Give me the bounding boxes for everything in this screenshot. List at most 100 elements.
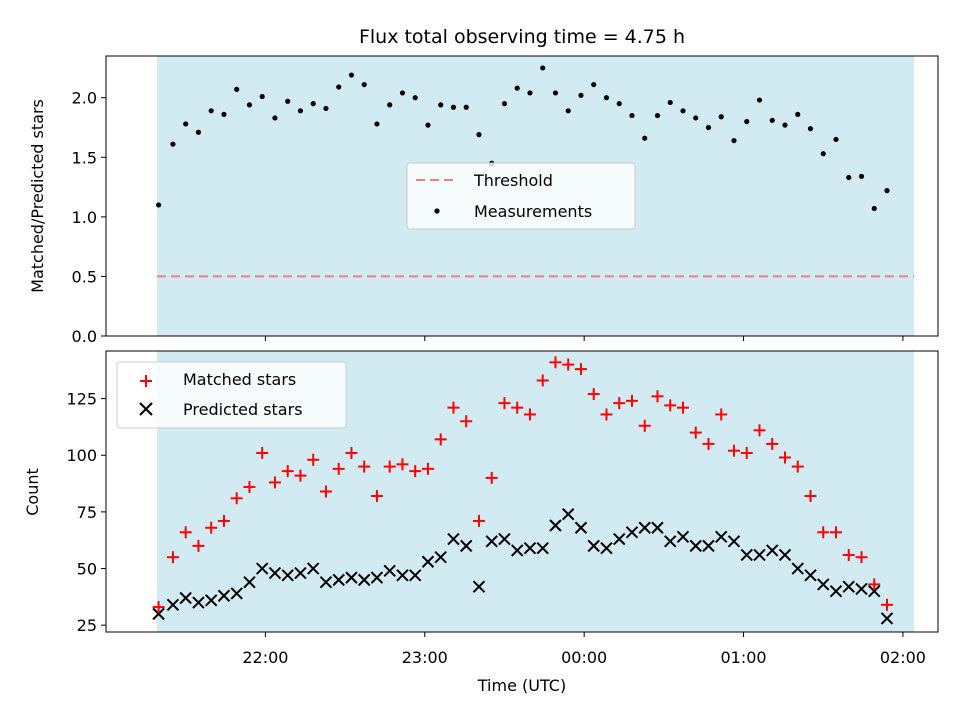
predicted-star-point bbox=[306, 562, 320, 575]
measurement-point bbox=[463, 104, 469, 110]
predicted-star-point bbox=[421, 555, 435, 568]
matched-star-point bbox=[370, 490, 383, 503]
measurement-point bbox=[412, 95, 418, 101]
predicted-star-point bbox=[715, 530, 728, 544]
predicted-star-point bbox=[740, 548, 753, 562]
x-tick-label: 01:00 bbox=[720, 648, 766, 667]
matched-star-point bbox=[421, 462, 434, 475]
bottom-y-tick-label: 125 bbox=[66, 390, 97, 409]
predicted-star-point bbox=[817, 578, 830, 591]
measurement-point bbox=[155, 202, 162, 208]
predicted-star-point bbox=[664, 535, 677, 548]
predicted-star-point bbox=[255, 562, 269, 575]
matched-star-point bbox=[574, 363, 587, 376]
measurement-point bbox=[259, 93, 265, 100]
predicted-star-point bbox=[638, 521, 651, 534]
matched-star-point bbox=[549, 356, 562, 369]
top-axes-frame bbox=[105, 55, 939, 337]
measurement-point bbox=[246, 102, 253, 108]
measurement-point bbox=[833, 136, 839, 143]
x-tick-label: 23:00 bbox=[402, 648, 448, 667]
matched-star-point bbox=[447, 401, 460, 414]
matched-star-point bbox=[613, 397, 626, 410]
x-tick-label: 00:00 bbox=[561, 648, 607, 667]
measurement-point bbox=[565, 108, 571, 114]
legend-matched-label: Matched stars bbox=[183, 370, 296, 389]
matched-star-point bbox=[625, 394, 638, 407]
top-legend-box bbox=[406, 162, 636, 230]
predicted-star-point bbox=[778, 548, 792, 562]
measurement-point bbox=[820, 151, 826, 157]
matched-star-point bbox=[715, 408, 728, 421]
matched-star-point bbox=[332, 462, 345, 475]
measurement-point bbox=[374, 121, 380, 127]
predicted-star-point bbox=[409, 569, 422, 582]
bottom-y-tick-label: 25 bbox=[77, 616, 97, 635]
measurement-point bbox=[310, 101, 316, 107]
bottom-panel: 25 50 75 100 125 22:00 23:00 00:00 01:00 02:00 C… bbox=[23, 350, 939, 695]
bottom-y-tick-label: 100 bbox=[66, 446, 97, 465]
predicted-star-point bbox=[562, 507, 575, 521]
predicted-star-point bbox=[536, 541, 549, 555]
matched-star-point bbox=[192, 539, 205, 552]
x-tick-label: 22:00 bbox=[242, 648, 288, 667]
predicted-star-point bbox=[498, 532, 511, 546]
matched-star-point bbox=[740, 446, 753, 459]
legend-measurements-swatch bbox=[434, 208, 440, 214]
top-y-label: Matched/Predicted stars bbox=[28, 99, 47, 293]
matched-star-point bbox=[396, 458, 409, 471]
predicted-star-point bbox=[880, 612, 894, 625]
predicted-star-point bbox=[332, 573, 345, 587]
matched-star-point bbox=[766, 437, 779, 450]
measurement-point bbox=[591, 81, 597, 88]
matched-star-point bbox=[345, 446, 358, 459]
matched-star-point bbox=[868, 578, 881, 591]
matched-star-point bbox=[358, 460, 371, 473]
matched-star-point bbox=[460, 415, 473, 428]
predicted-star-point bbox=[152, 607, 165, 621]
predicted-star-point bbox=[511, 544, 524, 557]
measurement-point bbox=[348, 72, 355, 78]
matched-star-point bbox=[319, 485, 332, 498]
measurement-point bbox=[782, 122, 788, 128]
measurement-point bbox=[795, 111, 801, 117]
matched-star-point bbox=[727, 444, 740, 457]
predicted-star-point bbox=[689, 539, 702, 553]
top-y-ticks: 0.0 0.5 1.0 1.5 2.0 bbox=[72, 89, 106, 346]
matched-star-point bbox=[511, 401, 524, 414]
matched-star-point bbox=[880, 598, 893, 611]
matched-star-point bbox=[472, 514, 485, 527]
top-y-tick-label: 0.0 bbox=[72, 327, 97, 346]
predicted-star-point bbox=[702, 539, 715, 553]
matched-star-point bbox=[804, 490, 817, 503]
measurement-point bbox=[705, 124, 712, 131]
predicted-star-point bbox=[383, 564, 396, 578]
predicted-star-point bbox=[842, 580, 855, 593]
measurement-point bbox=[387, 102, 393, 108]
measurement-point bbox=[425, 122, 431, 128]
predicted-star-point bbox=[676, 530, 690, 544]
measurement-point bbox=[642, 135, 648, 141]
matched-star-point bbox=[676, 401, 689, 414]
measurement-point bbox=[846, 174, 852, 181]
predicted-star-point bbox=[868, 585, 881, 598]
matched-star-point bbox=[791, 460, 804, 473]
matched-star-point bbox=[587, 388, 600, 401]
measurement-point bbox=[718, 114, 724, 120]
matched-star-point bbox=[268, 476, 281, 489]
matched-star-point bbox=[651, 390, 664, 403]
top-legend: Threshold Measurements bbox=[406, 162, 636, 230]
measurement-point bbox=[680, 108, 686, 114]
matched-stars-points bbox=[152, 356, 893, 614]
matched-star-point bbox=[205, 521, 218, 534]
matched-star-point bbox=[434, 433, 447, 446]
top-y-tick-label: 2.0 bbox=[72, 89, 97, 108]
matched-star-point bbox=[485, 471, 498, 484]
matched-star-point bbox=[498, 397, 511, 410]
predicted-star-point bbox=[230, 587, 243, 600]
matched-star-point bbox=[152, 601, 165, 614]
measurement-point bbox=[654, 112, 661, 119]
measurement-point bbox=[438, 102, 444, 108]
measurement-point bbox=[501, 101, 508, 107]
predicted-star-point bbox=[319, 575, 333, 589]
